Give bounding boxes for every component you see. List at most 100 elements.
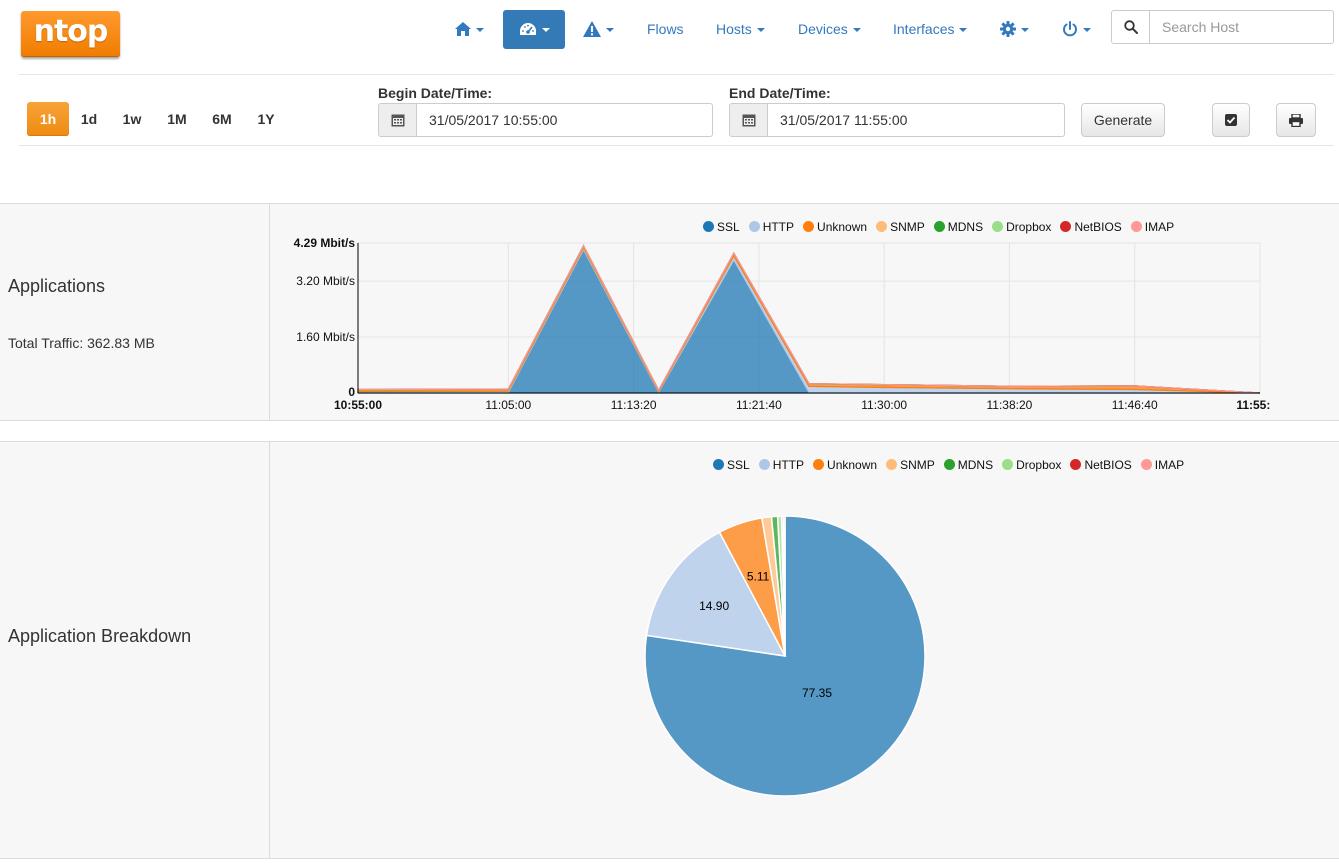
legend-dot-icon [1070,459,1082,470]
area-legend-item-mdns[interactable]: MDNS [933,220,984,234]
hosts-menu[interactable]: Hosts [716,10,765,49]
area-series-ssl[interactable] [357,248,1260,394]
range-6m-button[interactable]: 6M [212,111,232,127]
print-button[interactable] [1276,103,1316,137]
flows-menu[interactable]: Flows [647,10,684,49]
grid [358,242,1261,393]
settings-menu[interactable] [1000,10,1029,49]
divider [19,145,1334,146]
y-tick-label: 1.60 Mbit/s [296,330,355,344]
interfaces-menu[interactable]: Interfaces [893,10,968,49]
range-1h-button[interactable]: 1h [27,102,69,136]
pie-legend-item-snmp[interactable]: SNMP [886,458,935,472]
area-series-snmp[interactable] [357,244,1261,394]
area-series-mdns[interactable] [357,244,1261,394]
area-series [357,244,1261,394]
area-legend-item-snmp[interactable]: SNMP [876,220,925,234]
legend-dot-icon [1002,459,1014,470]
area-series-http[interactable] [357,246,1261,394]
begin-calendar-button[interactable] [378,103,417,137]
application-breakdown-pie-chart: 77.35 14.90 5.11 [644,515,926,797]
pie-legend-item-dropbox[interactable]: Dropbox [1002,458,1061,472]
legend-label: SNMP [900,458,935,472]
chevron-down-icon [852,28,861,33]
x-tick-label: 11:13:20 [611,398,657,412]
applications-area-chart: 0 1.60 Mbit/s 3.20 Mbit/s 4.29 Mbit/s 10:55:… [294,236,1270,412]
legend-dot-icon [1130,221,1142,232]
devices-menu[interactable]: Devices [798,10,861,49]
legend-label: SSL [727,458,750,472]
hosts-label: Hosts [716,21,752,37]
home-menu[interactable] [455,10,484,49]
search-button[interactable] [1111,10,1150,44]
search-icon [1124,20,1138,34]
legend-label: MDNS [947,220,984,234]
legend-label: IMAP [1154,458,1185,472]
dashboard-menu[interactable] [503,10,565,49]
area-series-netbios[interactable] [357,244,1261,394]
area-series-dropbox[interactable] [357,244,1261,394]
legend-dot-icon [703,221,714,232]
print-icon [1289,113,1303,127]
end-datetime-group [729,103,1065,137]
ntop-logo[interactable]: ntop [21,11,120,57]
pie-legend-item-mdns[interactable]: MDNS [943,458,993,472]
dashboard-gauge-icon [519,23,536,35]
range-1y-button[interactable]: 1Y [257,111,275,127]
pie-legend-item-ssl[interactable]: SSL [713,458,750,472]
chevron-down-icon [476,28,484,33]
legend-dot-icon [992,221,1004,232]
pie-slice-imap[interactable] [782,515,786,657]
y-tick-label: 0 [348,385,355,399]
area-legend-item-unknown[interactable]: Unknown [803,220,867,234]
checkbox-toggle-button[interactable] [1212,103,1250,137]
legend-label: Dropbox [1016,458,1062,472]
alerts-menu[interactable] [583,10,614,49]
begin-datetime-group [378,103,713,137]
pie-legend-item-http[interactable]: HTTP [758,458,804,472]
area-legend-item-netbios[interactable]: NetBIOS [1060,220,1122,234]
range-1w-button[interactable]: 1w [122,111,142,127]
pie-legend-item-netbios[interactable]: NetBIOS [1070,458,1132,472]
legend-dot-icon [886,459,898,470]
legend-dot-icon [713,459,724,470]
range-1m-button[interactable]: 1M [167,111,187,127]
area-legend-item-dropbox[interactable]: Dropbox [992,220,1051,234]
area-legend-item-http[interactable]: HTTP [748,220,794,234]
check-square-icon [1225,114,1237,126]
top-navbar: ntop Flows Hosts Devices Interfaces [0,0,1339,62]
search-host-input[interactable] [1149,10,1334,44]
divider [19,74,1334,75]
end-datetime-input[interactable] [767,103,1065,137]
x-tick-label: 11:05:00 [485,398,531,412]
generate-button[interactable]: Generate [1081,103,1165,137]
pie-chart-legend: SSL HTTP Unknown SNMP MDNS Dropbox NetBIOS IMAP [713,458,1193,474]
chevron-down-icon [541,28,550,33]
end-calendar-button[interactable] [729,103,768,137]
legend-dot-icon [803,221,815,232]
legend-dot-icon [876,221,888,232]
begin-datetime-input[interactable] [416,103,713,137]
pie-slice-http[interactable] [645,531,787,657]
x-tick-label: 11:55:00 [1236,398,1270,412]
pie-legend-item-unknown[interactable]: Unknown [813,458,877,472]
area-series-imap[interactable] [357,244,1261,394]
power-menu[interactable] [1062,10,1091,49]
area-legend-item-ssl[interactable]: SSL [703,220,740,234]
applications-title: Applications [8,276,106,296]
pie-slice-ssl[interactable] [644,515,926,797]
gear-icon [1000,21,1016,37]
y-tick-label: 3.20 Mbit/s [296,274,355,288]
legend-dot-icon [943,459,955,470]
area-chart-legend: SSL HTTP Unknown SNMP MDNS Dropbox NetBIOS IMAP [703,220,1183,236]
pie-label-ssl: 77.35 [802,686,832,700]
begin-datetime-label: Begin Date/Time: [378,85,493,101]
calendar-icon [742,114,756,127]
pie-legend-item-imap[interactable]: IMAP [1140,458,1185,472]
range-1d-button[interactable]: 1d [80,111,98,127]
chevron-down-icon [756,28,765,33]
x-tick-label: 11:21:40 [736,398,782,412]
area-series-unknown[interactable] [357,245,1261,394]
area-legend-item-imap[interactable]: IMAP [1130,220,1174,234]
panel-divider [269,204,270,420]
